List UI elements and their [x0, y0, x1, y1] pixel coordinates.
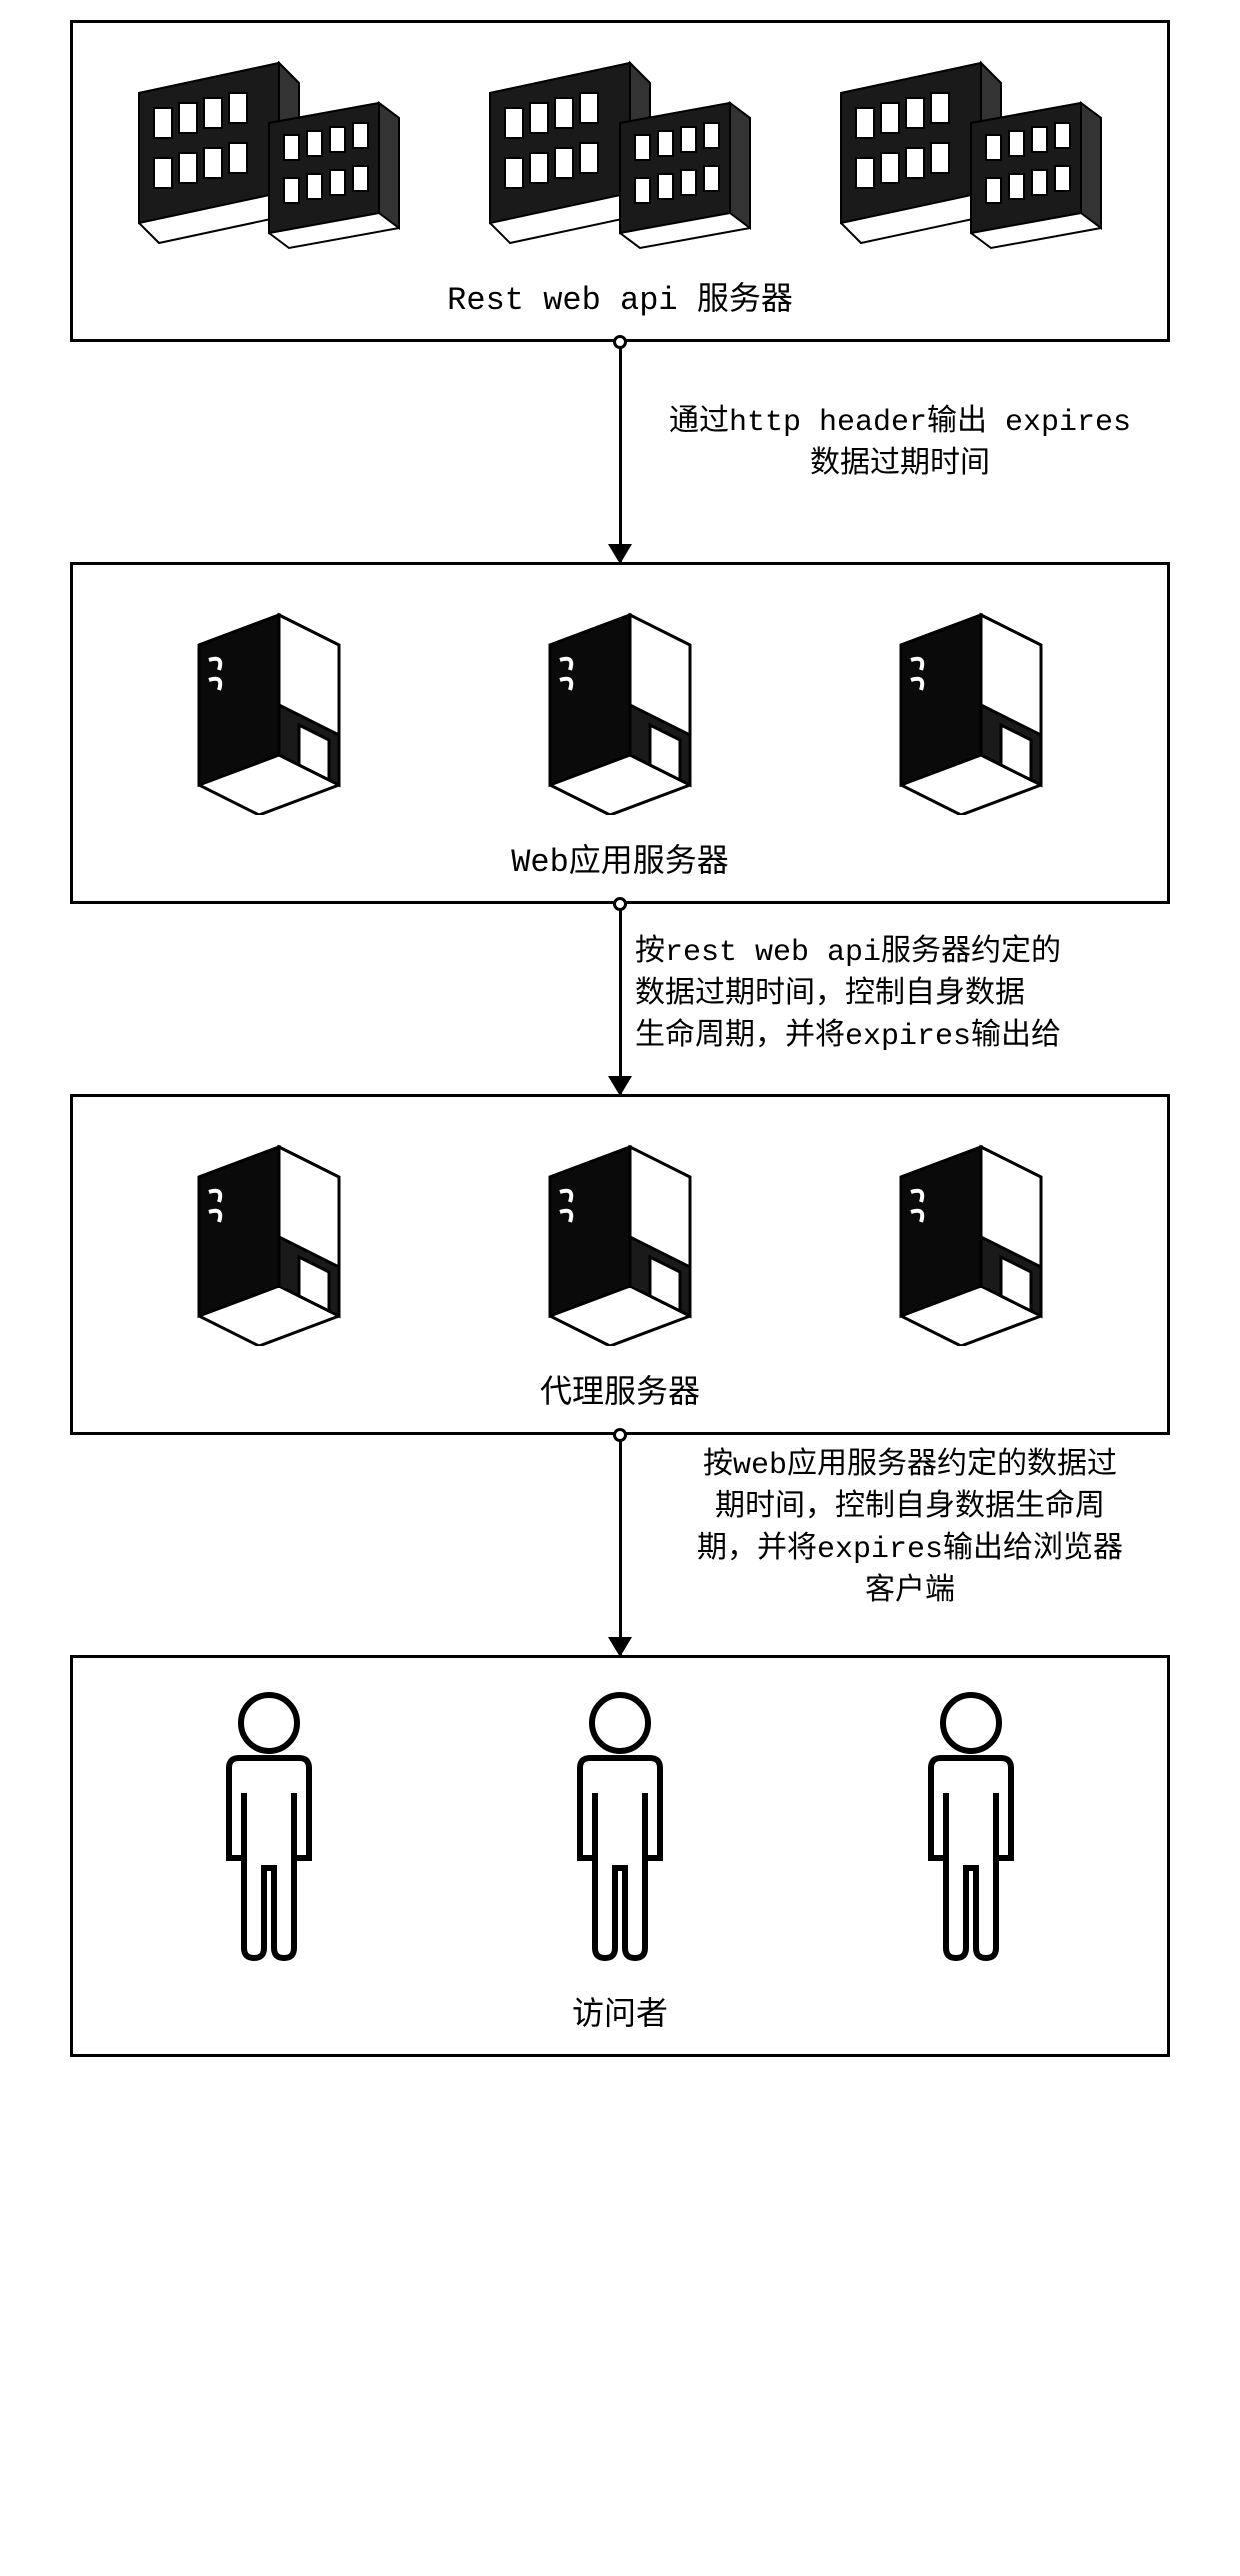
rest-api-icons-row: [93, 53, 1147, 253]
server-rack-icon: [821, 53, 1121, 253]
server-tower-icon: [169, 1127, 369, 1346]
web-app-label: Web应用服务器: [511, 835, 729, 881]
person-icon: [891, 1688, 1051, 1968]
web-app-icons-row: [93, 595, 1147, 815]
server-tower-icon: [520, 595, 720, 815]
server-rack-icon: [119, 53, 419, 253]
proxy-icons-row: [93, 1127, 1147, 1346]
layer-proxy: 代理服务器: [70, 1094, 1170, 1435]
arrow-2: 按rest web api服务器约定的 数据过期时间，控制自身数据 生命周期，并…: [70, 904, 1170, 1094]
proxy-label: 代理服务器: [540, 1366, 700, 1412]
layer-rest-api: Rest web api 服务器: [70, 20, 1170, 342]
person-icon: [189, 1688, 349, 1968]
arrow-1-label: 通过http header输出 expires 数据过期时间: [640, 402, 1160, 486]
layer-web-app: Web应用服务器: [70, 562, 1170, 904]
server-tower-icon: [871, 595, 1071, 815]
arrow-3-label: 按web应用服务器约定的数据过 期时间，控制自身数据生命周 期，并将expire…: [640, 1445, 1180, 1613]
server-tower-icon: [871, 1127, 1071, 1346]
layer-visitor: 访问者: [70, 1655, 1170, 2057]
server-tower-icon: [520, 1127, 720, 1346]
arrow-3: 按web应用服务器约定的数据过 期时间，控制自身数据生命周 期，并将expire…: [70, 1435, 1170, 1655]
rest-api-label: Rest web api 服务器: [447, 273, 793, 319]
visitor-label: 访问者: [572, 1988, 668, 2034]
person-icon: [540, 1688, 700, 1968]
architecture-diagram: Rest web api 服务器 通过http header输出 expires…: [50, 20, 1190, 2057]
arrow-1: 通过http header输出 expires 数据过期时间: [70, 342, 1170, 562]
server-tower-icon: [169, 595, 369, 815]
visitor-icons-row: [93, 1688, 1147, 1968]
server-rack-icon: [470, 53, 770, 253]
arrow-2-label: 按rest web api服务器约定的 数据过期时间，控制自身数据 生命周期，并…: [635, 932, 1175, 1058]
